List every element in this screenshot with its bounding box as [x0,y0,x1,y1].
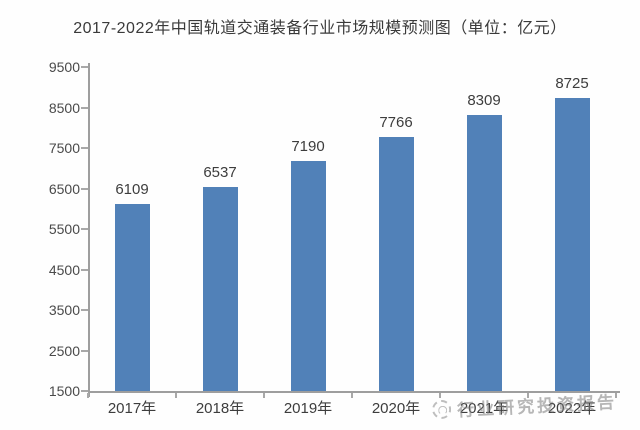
bar-2020年 [378,137,414,391]
x-axis-category-label: 2022年 [547,400,597,417]
x-axis-tick [615,393,617,398]
x-axis-category-label: 2019年 [283,400,333,417]
y-axis-tick [81,187,88,190]
y-axis-tick [81,349,88,352]
y-axis-tick-label: 6500 [48,180,80,197]
x-axis-category-label: 2018年 [195,400,245,417]
x-axis-tick [439,393,441,398]
bar-value-label: 6537 [203,164,237,181]
x-axis-tick [175,393,177,398]
x-axis-line [88,391,620,393]
bar-value-label: 7766 [379,114,413,132]
y-axis-tick-label: 2500 [48,342,80,359]
y-axis-tick [81,106,88,109]
x-axis-tick [263,393,265,398]
bar-2022年 [554,98,590,391]
chart-title: 2017-2022年中国轨道交通装备行业市场规模预测图（单位：亿元） [73,20,567,37]
y-axis-tick-label: 9500 [48,59,80,75]
y-axis-tick [81,147,88,149]
y-axis-line [88,63,90,397]
y-axis-tick-label: 3500 [48,302,80,318]
bar-value-label: 7190 [291,137,325,155]
y-axis-tick-label: 4500 [48,261,80,278]
bar-2019年 [290,160,326,391]
x-axis-category-label: 2017年 [107,400,157,417]
y-axis-tick [81,66,88,68]
bar-2018年 [202,187,238,391]
x-axis-tick [351,393,353,398]
x-axis-tick [527,393,529,398]
x-axis-category-label: 2021年 [459,400,509,417]
bar-value-label: 8725 [555,75,589,93]
y-axis-tick [81,309,88,311]
x-axis-category-label: 2020年 [371,400,421,417]
y-axis-tick-label: 8500 [48,99,80,116]
bar-2021年 [466,115,502,391]
y-axis-tick-label: 7500 [48,140,80,156]
y-axis-tick [81,268,88,271]
bar-value-label: 6109 [115,181,149,199]
y-axis-tick [81,228,88,230]
y-axis-tick [81,390,88,392]
x-axis-tick [87,393,89,398]
bar-value-label: 8309 [467,92,501,110]
bar-2017年 [114,204,150,391]
y-axis-tick-label: 1500 [48,383,80,399]
y-axis-tick-label: 5500 [48,221,80,237]
